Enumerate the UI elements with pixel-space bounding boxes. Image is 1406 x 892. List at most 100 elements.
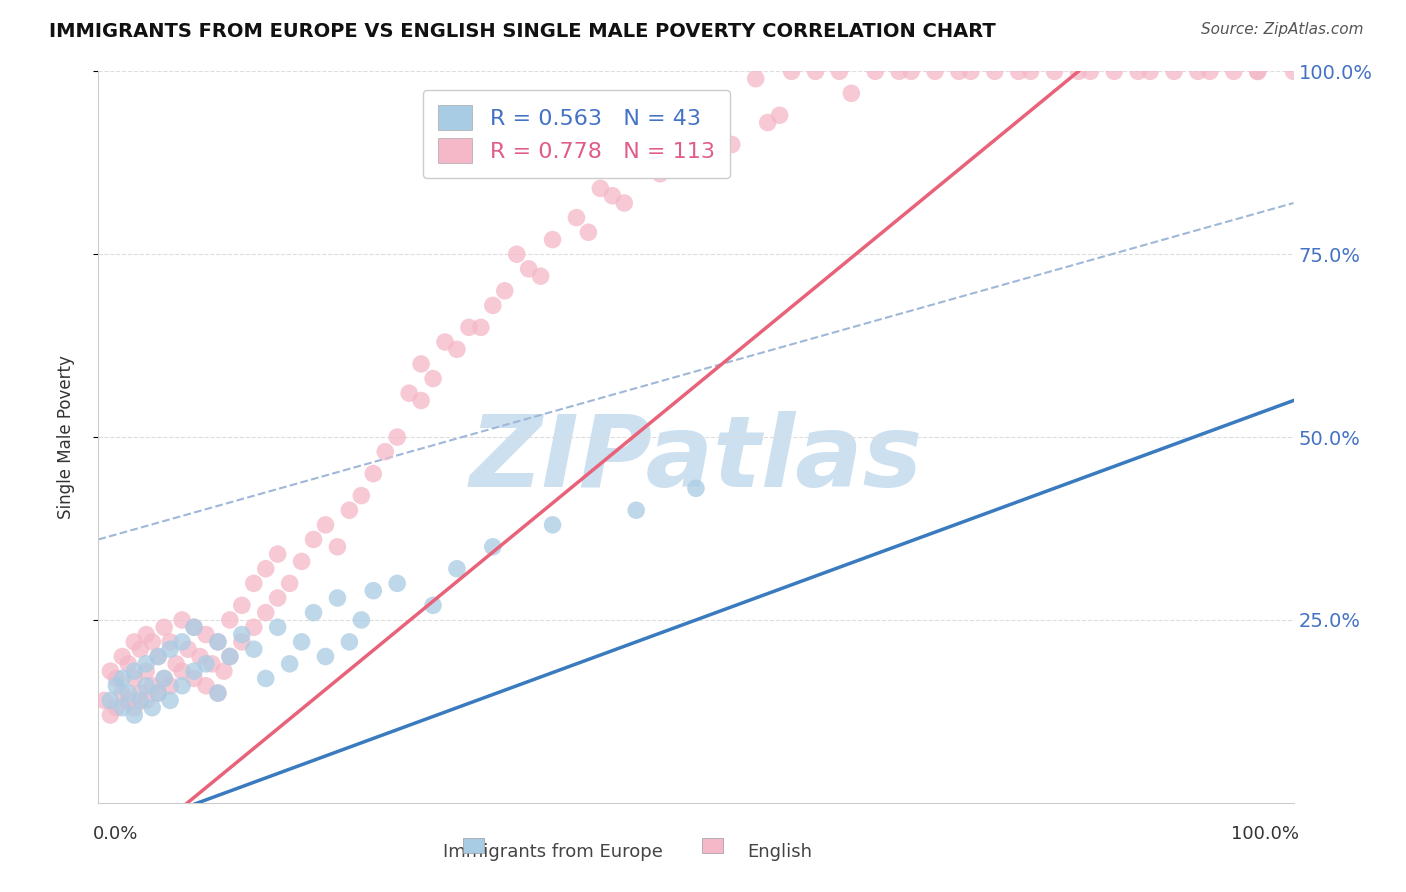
Point — [207, 686, 229, 700]
Point — [254, 562, 277, 576]
Point — [111, 686, 134, 700]
Y-axis label: Single Male Poverty: Single Male Poverty — [56, 355, 75, 519]
Point — [207, 635, 229, 649]
Point — [254, 606, 277, 620]
Point — [1067, 64, 1090, 78]
Text: English: English — [747, 843, 813, 861]
Point — [541, 233, 564, 247]
Point — [828, 64, 851, 78]
Point — [111, 649, 134, 664]
Point — [172, 679, 194, 693]
Point — [1282, 64, 1305, 78]
Point — [458, 320, 481, 334]
Point — [398, 386, 420, 401]
Point — [195, 657, 218, 671]
Point — [481, 540, 505, 554]
Point — [291, 635, 314, 649]
Text: 100.0%: 100.0% — [1232, 825, 1299, 843]
Point — [183, 620, 205, 634]
Point — [195, 679, 218, 693]
Point — [673, 152, 696, 166]
Point — [648, 167, 672, 181]
Point — [153, 672, 176, 686]
Point — [613, 196, 636, 211]
Point — [339, 635, 361, 649]
Point — [363, 467, 385, 481]
Point — [756, 115, 779, 129]
Point — [685, 115, 707, 129]
Point — [188, 649, 211, 664]
Point — [889, 64, 911, 78]
Point — [565, 211, 588, 225]
Point — [804, 64, 827, 78]
Point — [159, 693, 181, 707]
Point — [339, 503, 361, 517]
Point — [165, 657, 187, 671]
Text: ZIPatlas: ZIPatlas — [470, 410, 922, 508]
Point — [141, 679, 163, 693]
Point — [446, 562, 468, 576]
Point — [924, 64, 946, 78]
Point — [315, 517, 337, 532]
Point — [243, 576, 266, 591]
Point — [135, 693, 157, 707]
Point — [201, 657, 224, 671]
Point — [900, 64, 922, 78]
Point — [153, 672, 176, 686]
Point — [129, 686, 152, 700]
Point — [124, 708, 146, 723]
Point — [302, 533, 325, 547]
Point — [1139, 64, 1161, 78]
Point — [1080, 64, 1102, 78]
Point — [374, 444, 396, 458]
Point — [841, 87, 863, 101]
Point — [124, 700, 146, 714]
Point — [243, 620, 266, 634]
Point — [111, 672, 134, 686]
Point — [135, 664, 157, 678]
Point — [148, 649, 170, 664]
Point — [267, 620, 290, 634]
FancyBboxPatch shape — [463, 838, 485, 853]
Point — [231, 635, 253, 649]
Point — [434, 334, 457, 349]
Point — [212, 664, 235, 678]
Point — [326, 591, 349, 605]
Point — [1247, 64, 1270, 78]
Point — [626, 160, 648, 174]
Point — [1199, 64, 1222, 78]
Point — [411, 357, 433, 371]
Point — [506, 247, 529, 261]
Point — [385, 576, 409, 591]
Point — [481, 298, 505, 312]
Point — [207, 686, 229, 700]
Point — [219, 613, 242, 627]
Point — [117, 657, 139, 671]
Point — [385, 430, 409, 444]
Point — [105, 700, 128, 714]
Point — [278, 576, 301, 591]
Point — [148, 686, 170, 700]
Point — [602, 188, 624, 202]
Text: IMMIGRANTS FROM EUROPE VS ENGLISH SINGLE MALE POVERTY CORRELATION CHART: IMMIGRANTS FROM EUROPE VS ENGLISH SINGLE… — [49, 22, 995, 41]
Point — [135, 627, 157, 641]
Point — [411, 393, 433, 408]
Point — [129, 642, 152, 657]
Point — [865, 64, 887, 78]
Point — [745, 71, 768, 86]
Point — [183, 620, 205, 634]
Point — [326, 540, 349, 554]
Point — [780, 64, 803, 78]
Point — [350, 489, 373, 503]
Point — [578, 225, 600, 239]
Point — [177, 642, 200, 657]
Point — [948, 64, 970, 78]
Point — [98, 708, 122, 723]
Text: Immigrants from Europe: Immigrants from Europe — [443, 843, 662, 861]
Point — [135, 679, 157, 693]
Point — [1104, 64, 1126, 78]
Point — [267, 547, 290, 561]
Point — [135, 657, 157, 671]
Point — [709, 94, 731, 108]
Point — [422, 599, 444, 613]
